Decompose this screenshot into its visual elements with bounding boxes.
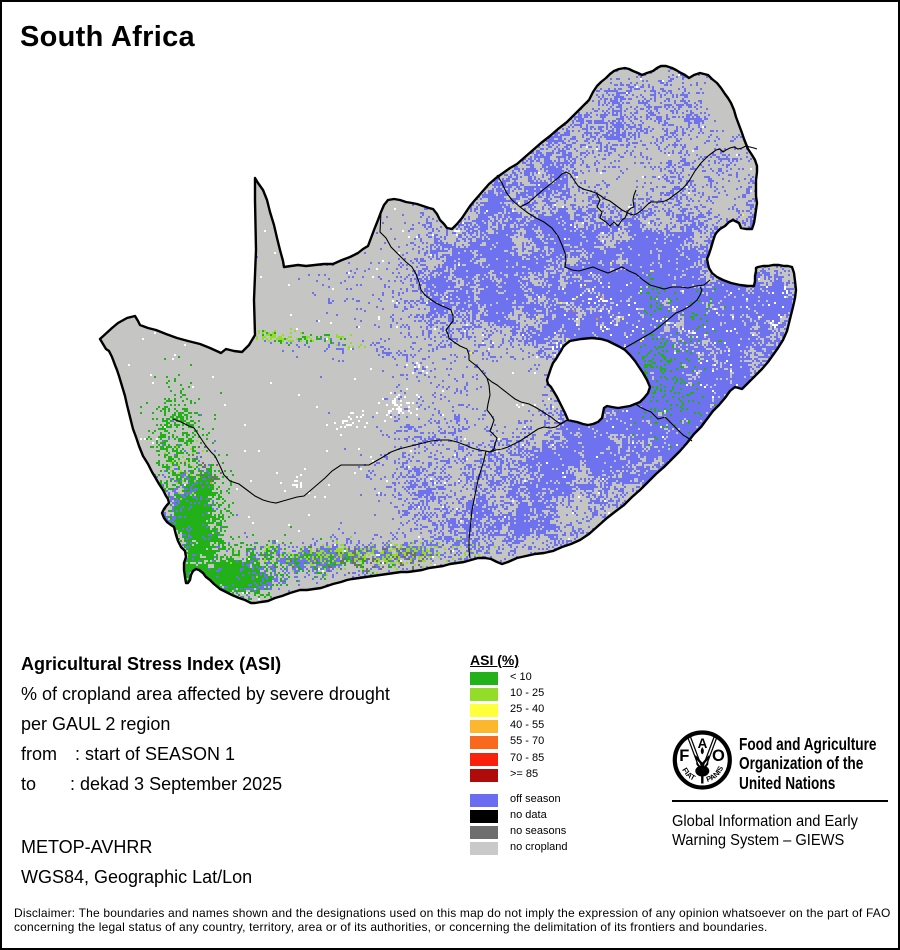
svg-text:F: F: [679, 747, 689, 765]
svg-text:A: A: [698, 736, 708, 751]
svg-text:O: O: [712, 747, 725, 765]
